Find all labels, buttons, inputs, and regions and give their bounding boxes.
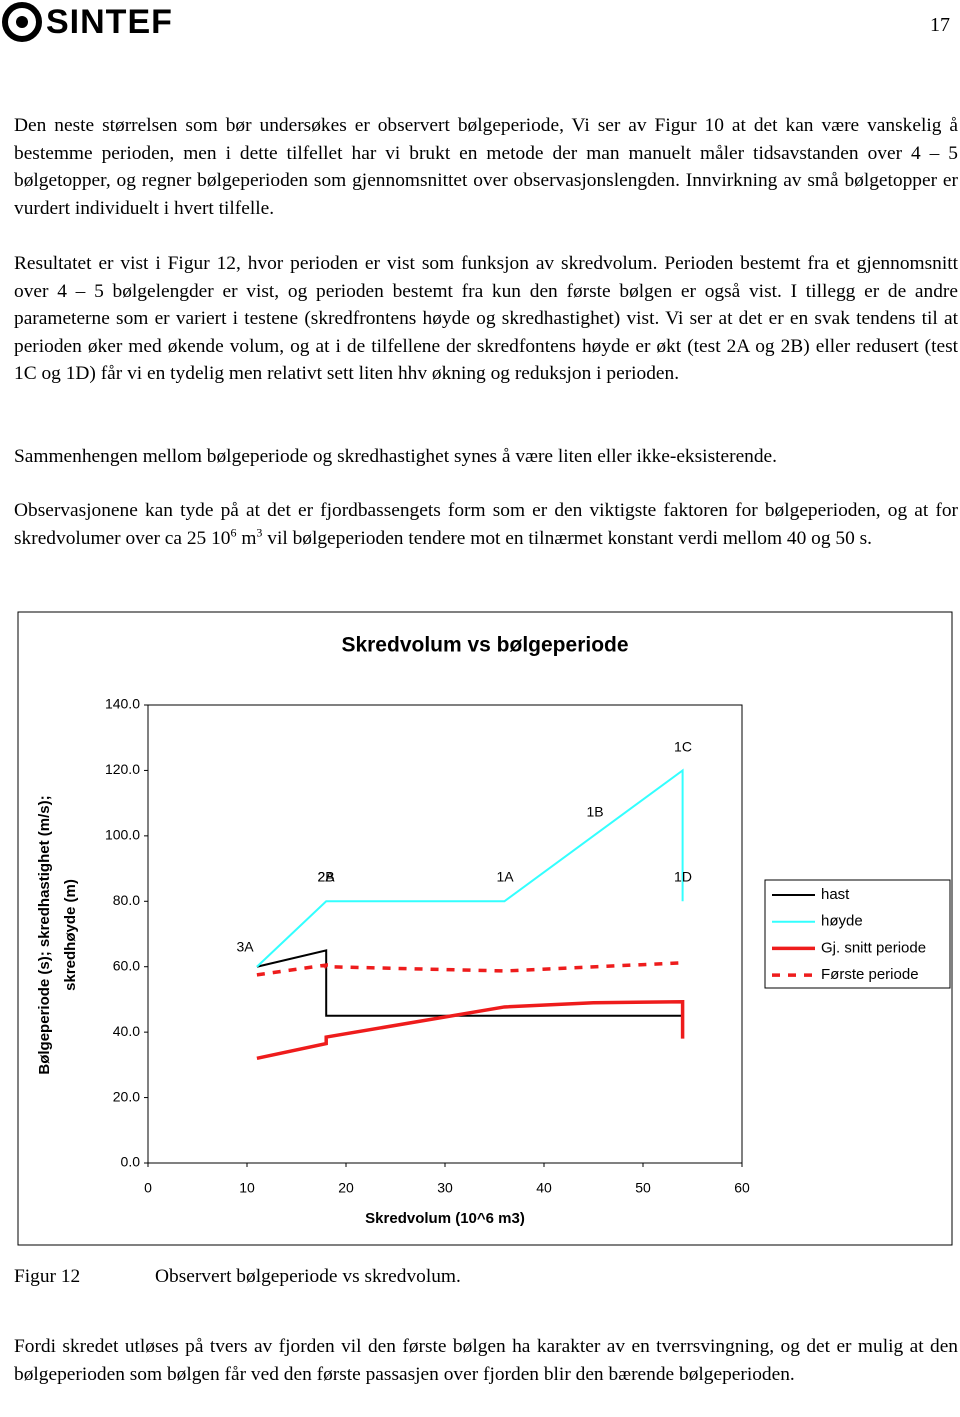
x-tick-label: 60: [734, 1180, 750, 1196]
legend-label: hast: [821, 886, 850, 903]
y-tick-label: 80.0: [113, 892, 140, 908]
series-line: [256, 949, 683, 1017]
superscript: 3: [256, 525, 263, 540]
y-axis-label: Bølgeperiode (s); skredhastighet (m/s); …: [36, 795, 79, 1074]
y-tick-label: 40.0: [113, 1023, 140, 1039]
x-tick-label: 10: [239, 1180, 255, 1196]
y-tick-label: 20.0: [113, 1088, 140, 1104]
paragraph: Den neste størrelsen som bør undersøkes …: [14, 115, 958, 219]
x-tick-label: 30: [437, 1180, 453, 1196]
logo: SINTEF: [2, 2, 173, 42]
point-label: 1C: [674, 739, 692, 755]
legend-label: Første periode: [821, 966, 919, 983]
y-tick-label: 100.0: [105, 827, 140, 843]
caption-label: Figur 12: [14, 1266, 81, 1287]
point-label: 1A: [496, 869, 514, 885]
series-line: [256, 768, 684, 968]
paragraph: Sammenhengen mellom bølgeperiode og skre…: [14, 446, 778, 467]
caption-text: Observert bølgeperiode vs skredvolum.: [155, 1266, 461, 1287]
text: Observasjonene kan tyde på at det er fjo…: [14, 500, 958, 549]
x-tick-label: 0: [144, 1180, 152, 1196]
y-tick-label: 60.0: [113, 957, 140, 973]
point-label: 1D: [674, 869, 692, 885]
y-tick-label: 120.0: [105, 761, 140, 777]
point-label: 2B: [317, 869, 334, 885]
paragraph: Resultatet er vist i Figur 12, hvor peri…: [14, 253, 958, 385]
page-number: 17: [930, 14, 950, 36]
chart: Skredvolum vs bølgeperiode Skredvolum (1…: [17, 611, 953, 1246]
text: m: [236, 527, 257, 549]
plot-area: [147, 704, 743, 1164]
x-tick-label: 50: [635, 1180, 651, 1196]
logo-icon-dot: [16, 16, 28, 28]
logo-icon: [2, 2, 42, 42]
paragraph: Observasjonene kan tyde på at det er fjo…: [14, 497, 958, 552]
y-axis-label-line: Bølgeperiode (s); skredhastighet (m/s);: [36, 795, 53, 1074]
y-tick-label: 0.0: [121, 1154, 141, 1170]
legend-box: [764, 879, 951, 989]
text: vil bølgeperioden tendere mot en tilnærm…: [262, 527, 873, 549]
y-axis-label-line: skredhøyde (m): [62, 879, 79, 991]
x-tick-label: 20: [338, 1180, 354, 1196]
point-label: 2A: [317, 869, 335, 885]
point-label: 1B: [586, 804, 603, 820]
chart-title: Skredvolum vs bølgeperiode: [341, 634, 628, 657]
legend-label: høyde: [821, 913, 863, 930]
legend-label: Gj. snitt periode: [821, 939, 926, 956]
x-axis-label: Skredvolum (10^6 m3): [365, 1210, 525, 1227]
logo-text: SINTEF: [46, 3, 173, 41]
x-tick-label: 40: [536, 1180, 552, 1196]
point-label: 3A: [236, 939, 254, 955]
series-line: [256, 999, 685, 1061]
paragraph: Fordi skredet utløses på tvers av fjorde…: [14, 1336, 958, 1385]
superscript: 6: [230, 525, 237, 540]
series-line: [256, 961, 683, 977]
y-tick-label: 140.0: [105, 696, 140, 712]
